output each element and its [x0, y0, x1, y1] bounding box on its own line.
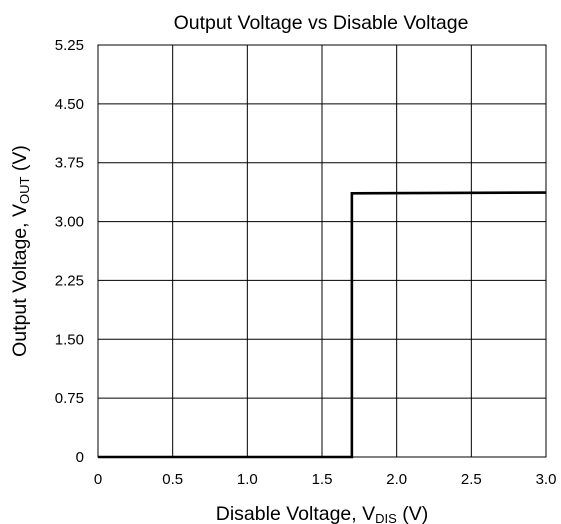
y-tick-label: 4.50	[55, 96, 84, 113]
x-tick-label: 2.5	[461, 471, 482, 488]
x-tick-labels: 0 0.5 1.0 1.5 2.0 2.5 3.0	[94, 471, 557, 488]
y-axis-title-unit: (V)	[9, 145, 31, 176]
y-axis-title: Output Voltage, VOUT (V)	[9, 145, 32, 357]
x-tick-label: 1.0	[237, 471, 258, 488]
y-axis-title-main: Output Voltage, V	[9, 204, 31, 357]
y-tick-label: 5.25	[55, 37, 84, 54]
x-axis-title-sub: DIS	[375, 511, 397, 524]
y-tick-labels: 0 0.75 1.50 2.25 3.00 3.75 4.50 5.25	[55, 37, 84, 466]
x-tick-label: 0	[94, 471, 102, 488]
x-axis-title: Disable Voltage, VDIS (V)	[216, 503, 428, 524]
y-tick-label: 2.25	[55, 272, 84, 289]
y-axis-title-sub: OUT	[17, 177, 32, 205]
y-tick-label: 3.00	[55, 214, 84, 231]
plot-frame	[97, 44, 547, 458]
x-tick-label: 3.0	[536, 471, 557, 488]
chart-title: Output Voltage vs Disable Voltage	[174, 12, 469, 34]
y-tick-label: 3.75	[55, 155, 84, 172]
x-tick-label: 0.5	[162, 471, 183, 488]
x-tick-label: 2.0	[386, 471, 407, 488]
y-tick-label: 1.50	[55, 331, 84, 348]
y-tick-label: 0.75	[55, 390, 84, 407]
x-axis-title-main: Disable Voltage, V	[216, 503, 375, 524]
y-tick-label: 0	[76, 449, 84, 466]
x-axis-title-unit: (V)	[397, 503, 428, 524]
x-tick-label: 1.5	[312, 471, 333, 488]
grid	[97, 44, 547, 458]
